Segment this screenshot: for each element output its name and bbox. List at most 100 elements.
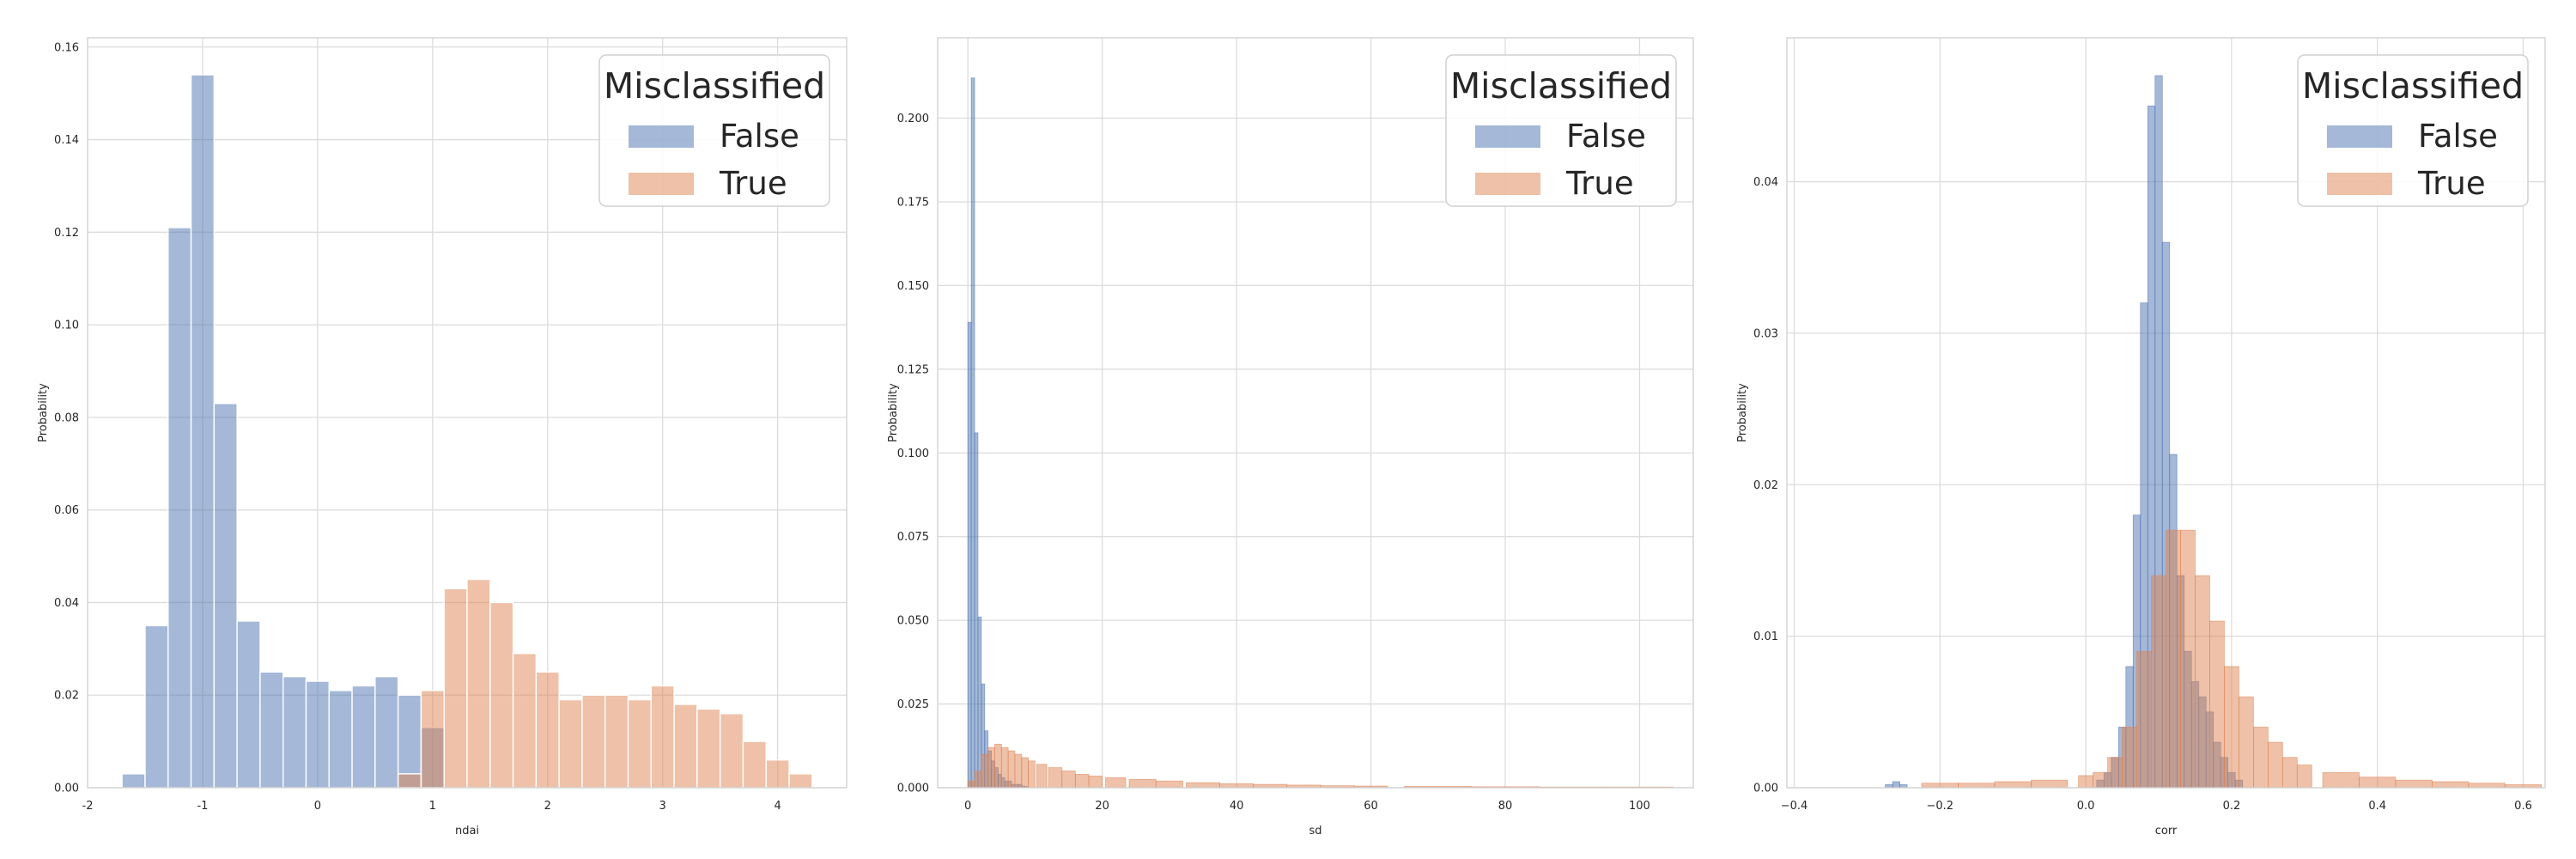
legend: Misclassified False True <box>598 54 830 207</box>
x-axis-label: corr <box>2155 825 2178 838</box>
y-tick-label: 0.100 <box>897 448 929 460</box>
y-tick-label: 0.04 <box>1753 176 1778 189</box>
x-axis-label: sd <box>1309 825 1321 838</box>
histogram-bar <box>535 671 560 789</box>
histogram-bar <box>2296 765 2312 789</box>
x-tick-label: 0 <box>314 800 321 813</box>
plot-frame <box>1786 37 2546 789</box>
y-tick-label: 0.150 <box>897 280 929 293</box>
y-tick-label: 0.08 <box>54 411 79 424</box>
histogram-bar <box>305 680 330 789</box>
x-tick-label: 80 <box>1498 800 1513 813</box>
legend-label-false: False <box>2418 118 2498 155</box>
y-axis-label: Probability <box>887 383 900 442</box>
plot-frame <box>87 37 848 789</box>
histogram-bar <box>1921 783 1959 789</box>
histogram-bar <box>213 403 238 789</box>
histogram-bar <box>2395 779 2433 789</box>
histogram-bar <box>512 653 538 789</box>
histogram-bar <box>981 753 989 789</box>
histogram-bar <box>282 675 307 789</box>
histogram-bar <box>1014 753 1023 789</box>
histogram-bar <box>977 616 982 789</box>
histogram-bar <box>1186 782 1220 789</box>
histogram-bar <box>967 321 972 789</box>
plot-frame <box>937 37 1694 789</box>
x-tick-label: 20 <box>1095 800 1109 813</box>
histogram-bar <box>1000 746 1009 789</box>
histogram-bar <box>374 675 399 789</box>
legend-title: Misclassified <box>1450 65 1672 107</box>
series-true <box>1921 529 2543 789</box>
y-tick-label: 0.000 <box>897 783 929 795</box>
histogram-bar <box>1994 781 2032 789</box>
histogram-bar <box>2281 757 2298 789</box>
x-tick-label: 3 <box>659 800 666 813</box>
legend-swatch-true <box>1475 173 1540 195</box>
chart-panel-2: 0 20 40 60 80 100 0.000 0.025 0.050 0.075 0.100 0.1… <box>887 37 1694 838</box>
histogram-bar <box>1048 767 1063 789</box>
legend: Misclassified False True <box>1445 54 1677 207</box>
legend-swatch-false <box>1475 125 1540 148</box>
histogram-bar <box>2267 741 2283 789</box>
histogram-bar <box>673 704 698 789</box>
histogram-bar <box>1219 783 1255 789</box>
histogram-bar <box>2359 777 2397 789</box>
histogram-bar <box>1088 775 1103 789</box>
histogram-bar <box>1028 760 1036 789</box>
legend-swatch-true <box>2327 173 2392 195</box>
histogram-bar <box>974 432 979 789</box>
histogram-bar <box>974 771 982 789</box>
y-tick-label: 0.16 <box>54 41 79 54</box>
histogram-bar <box>719 713 744 789</box>
histogram-bar <box>2107 757 2123 789</box>
x-tick-label: 40 <box>1230 800 1244 813</box>
histogram-bar <box>1155 780 1183 789</box>
y-tick-label: 0.200 <box>897 113 929 125</box>
x-tick-label: 0 <box>964 800 971 813</box>
histogram-bar <box>397 694 422 789</box>
histogram-bar <box>1128 778 1157 789</box>
y-tick-label: 0.02 <box>54 690 79 703</box>
histogram-bar <box>328 690 353 789</box>
histogram-bar <box>970 77 975 789</box>
histogram-bar <box>1061 771 1076 789</box>
histogram-bar <box>2078 775 2093 789</box>
histogram-bar <box>696 708 721 789</box>
histogram-bar <box>605 694 629 789</box>
histogram-bar <box>2431 781 2470 789</box>
chart-panel-1: -2 -1 0 1 2 3 4 0.00 0.02 0.04 0.06 0.08 0.10 0.12 0.1… <box>37 37 848 838</box>
chart-panel-3: −0.4 −0.2 0.0 0.2 0.4 0.6 0.00 0.01 0.02 0.03 0.04… <box>1736 37 2546 838</box>
histogram-bar <box>650 685 675 789</box>
histogram-bar <box>2166 529 2181 789</box>
legend-label-false: False <box>1566 118 1646 155</box>
x-tick-label: 0.2 <box>2223 800 2241 813</box>
y-tick-label: 0.12 <box>54 227 79 240</box>
y-tick-label: 0.10 <box>54 320 79 332</box>
histogram-bar <box>443 588 468 789</box>
y-tick-label: 0.00 <box>1753 783 1778 795</box>
x-tick-label: 60 <box>1364 800 1378 813</box>
legend-label-false: False <box>720 118 799 155</box>
histogram-bar <box>1021 757 1030 789</box>
histogram-bar <box>397 773 422 789</box>
histogram-bar <box>121 773 146 789</box>
histogram-bar <box>1036 764 1048 789</box>
x-tick-label: 1 <box>429 800 436 813</box>
histogram-bar <box>1105 777 1127 789</box>
x-tick-label: −0.4 <box>1781 800 1808 813</box>
y-tick-label: 0.03 <box>1753 327 1778 340</box>
histogram-bar <box>742 740 767 789</box>
histogram-bar <box>987 746 995 789</box>
histogram-bar <box>2209 620 2225 789</box>
histogram-bar <box>466 578 491 789</box>
histogram-bar <box>2093 771 2108 789</box>
x-axis-label: ndai <box>455 825 479 838</box>
legend-box <box>2297 54 2529 207</box>
series-true <box>397 578 813 789</box>
histogram-bar <box>994 743 1002 789</box>
histogram-bar <box>581 694 606 789</box>
histogram-bar <box>351 685 376 789</box>
y-tick-label: 0.075 <box>897 531 929 544</box>
